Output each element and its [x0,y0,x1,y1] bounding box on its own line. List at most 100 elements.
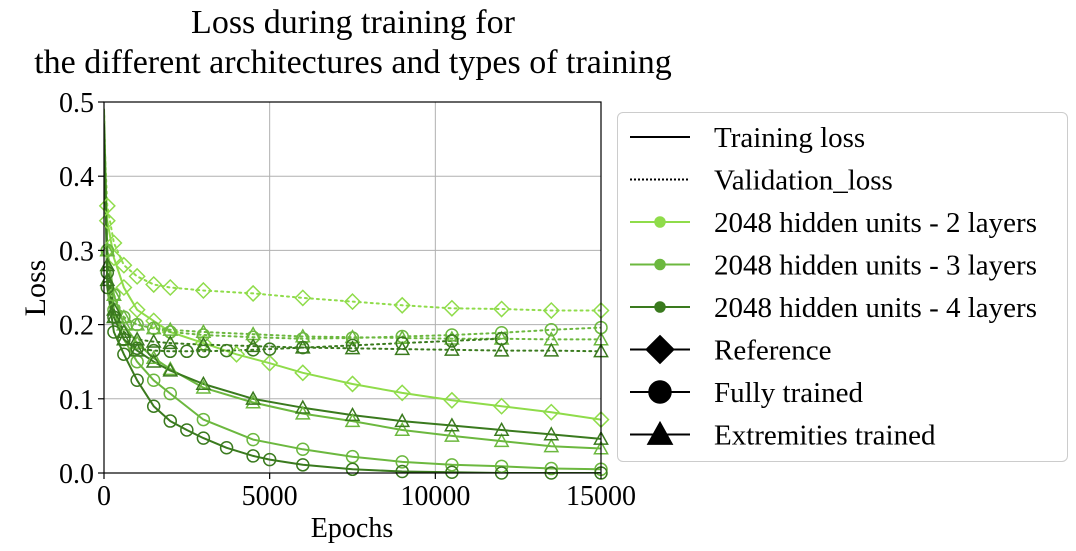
series-0-point [393,384,411,402]
legend-label: Extremities trained [714,420,936,452]
series-1-point [244,284,262,302]
series-7-point [145,333,162,348]
series-3-point [444,330,460,345]
series-2-point [444,427,460,442]
x-tick-label: 5000 [242,481,298,512]
series-2-point [294,405,311,420]
series-0-point [98,212,116,230]
series-3-point [394,329,411,344]
series-1-point [393,296,411,314]
legend-label: 2048 hidden units - 2 layers [714,207,1037,239]
x-tick-label: 0 [97,481,111,512]
series-2-point [99,242,116,257]
legend: Training loss Validation_loss 2048 hidden … [617,112,1068,462]
series-1-point [343,293,362,311]
series-0-point [227,345,246,363]
series-2-point [162,360,179,376]
series-5-point [494,326,509,340]
series-8-point [196,431,211,445]
series-7-point [593,343,609,358]
series-7-point [344,340,361,355]
series-6-point [344,406,361,422]
series-7-point [106,301,122,316]
series-6-point [444,417,460,432]
series-4-point [130,354,144,369]
series-9-point [180,344,194,359]
series-8-point [445,465,459,480]
legend-entry: Extremities trained [630,420,936,452]
series-5-point [130,317,144,332]
legend-label: Training loss [714,122,865,154]
series-5-point [296,331,310,346]
markers-layer [98,197,610,480]
series-0-point [145,312,163,330]
series-7-point [245,337,261,353]
series-3-point [116,309,132,324]
grid [103,101,602,474]
series-4-point [594,462,608,477]
series-9-point [117,332,131,347]
series-4-point [345,449,360,464]
legend-entry: 2048 hidden units - 4 layers [630,292,1037,324]
y-tick-label: 0.5 [59,88,94,119]
legend-color-dot [654,301,666,313]
series-1-point [194,281,212,300]
series-3-point [593,331,609,346]
series-4-point [544,461,559,476]
series-9-point [395,336,409,350]
series-2-point [593,440,609,455]
x-tick-label: 10000 [400,481,470,512]
series-6-point [129,342,146,357]
series-1-point [592,301,610,320]
series-2-point [106,286,122,301]
series-line-0 [104,153,601,421]
series-line-5 [104,108,601,340]
series-7-point [394,340,411,356]
series-7-point [116,323,132,339]
series-0-point [294,364,312,382]
y-tick-label: 0.4 [59,162,94,193]
series-8-point [107,325,121,339]
series-2-point [116,316,132,331]
y-tick-label: 0.2 [59,311,94,342]
series-8-point [246,449,260,463]
series-8-point [117,347,131,362]
series-8-point [219,441,234,455]
series-8-point [180,423,194,437]
series-8-point [494,466,509,480]
series-5-point [345,331,360,345]
series-5-point [445,328,459,342]
series-3-point [145,320,162,335]
series-3-point [543,331,560,346]
series-1-point [145,275,163,294]
series-7-point [294,339,311,354]
series-3-point [195,323,212,339]
series-9-point [130,341,144,356]
series-3-point [493,330,510,345]
series-8-point [130,373,144,387]
series-9-point [219,343,234,358]
y-tick-label: 0.3 [59,236,94,267]
series-0-point [194,334,212,352]
series-6-point [162,362,179,377]
series-0-point [115,278,133,297]
series-0-point [161,323,179,341]
legend-entry: Fully trained [630,377,864,409]
series-8-point [262,452,277,467]
series-line-9 [104,123,503,353]
legend-entry: Training loss [630,122,865,154]
series-0-point [261,354,279,372]
series-8-point [395,464,409,479]
legend-color-dot [654,216,666,228]
series-0-point [592,411,610,429]
legend-entry: Validation_loss [630,165,893,197]
series-7-point [493,342,510,357]
plot-frame [103,101,602,474]
series-3-point [162,321,179,336]
series-9-point [445,334,459,348]
series-8-point [544,466,559,480]
y-axis-label: Loss [19,260,52,317]
series-6-point [99,271,116,287]
series-0-point [493,397,511,415]
series-2-point [195,379,212,394]
